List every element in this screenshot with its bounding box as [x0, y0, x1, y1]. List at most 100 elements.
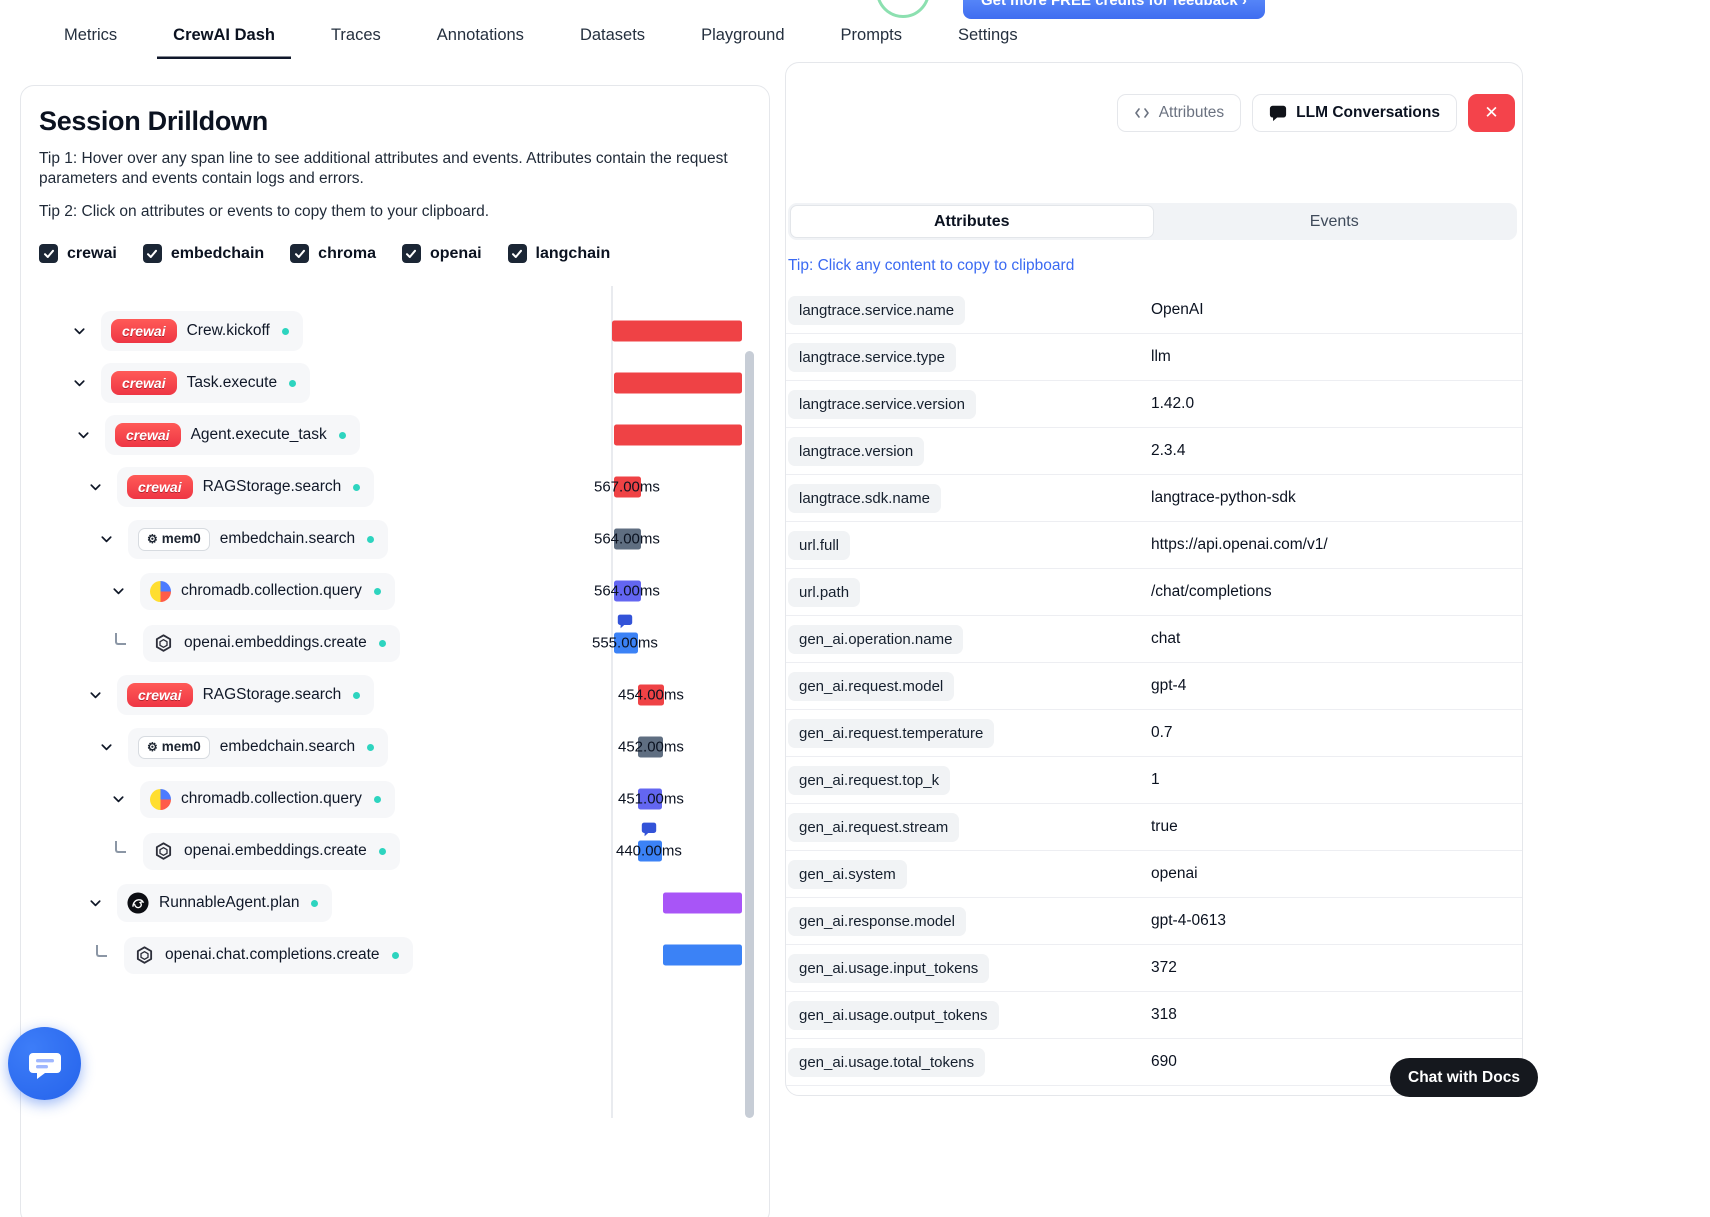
panel-tab-events[interactable]: Events: [1309, 212, 1359, 230]
span-row-openai-chat-completions-create[interactable]: openai.chat.completions.create: [21, 933, 769, 977]
span-pill[interactable]: crewai RAGStorage.search: [117, 675, 375, 716]
attribute-key[interactable]: gen_ai.usage.input_tokens: [788, 953, 990, 983]
attribute-value[interactable]: 318: [1151, 1006, 1177, 1023]
chevron-down-icon[interactable]: [75, 427, 91, 443]
attribute-key[interactable]: langtrace.service.type: [788, 342, 956, 372]
chevron-down-icon[interactable]: [71, 375, 87, 391]
tab-metrics[interactable]: Metrics: [64, 26, 118, 44]
span-row-embedchain-search[interactable]: ⚙ mem0 embedchain.search 452.00ms: [21, 725, 769, 769]
attribute-value[interactable]: gpt-4: [1151, 677, 1187, 694]
chevron-down-icon[interactable]: [87, 687, 103, 703]
attribute-key[interactable]: gen_ai.usage.output_tokens: [788, 1000, 999, 1030]
checkbox-checked-icon[interactable]: [290, 244, 310, 264]
attribute-key[interactable]: gen_ai.request.stream: [788, 812, 960, 842]
span-row-chromadb-collection-query[interactable]: chromadb.collection.query 451.00ms: [21, 777, 769, 821]
panel-tab-attributes[interactable]: Attributes: [790, 205, 1154, 238]
attribute-value[interactable]: openai: [1151, 865, 1198, 882]
attribute-value[interactable]: true: [1151, 818, 1178, 835]
span-timeline-bar[interactable]: [614, 580, 641, 602]
free-credits-button[interactable]: Get more FREE credits for feedback ›: [963, 0, 1265, 19]
filter-langchain[interactable]: langchain: [507, 244, 610, 264]
span-row-ragstorage-search[interactable]: crewai RAGStorage.search 454.00ms: [21, 673, 769, 717]
chat-with-docs-button[interactable]: Chat with Docs: [1390, 1058, 1538, 1097]
attribute-value[interactable]: https://api.openai.com/v1/: [1151, 536, 1328, 553]
span-pill[interactable]: openai.embeddings.create: [143, 624, 400, 662]
avatar[interactable]: [876, 0, 930, 18]
span-timeline-bar[interactable]: [638, 840, 662, 862]
chevron-down-icon[interactable]: [110, 583, 126, 599]
span-row-embedchain-search[interactable]: ⚙ mem0 embedchain.search 564.00ms: [21, 517, 769, 561]
span-timeline-bar[interactable]: [638, 736, 663, 758]
attribute-key[interactable]: gen_ai.response.model: [788, 906, 966, 936]
span-timeline-bar[interactable]: [614, 632, 638, 654]
filter-embedchain[interactable]: embedchain: [142, 244, 264, 264]
attribute-key[interactable]: gen_ai.request.temperature: [788, 718, 995, 748]
attribute-value[interactable]: 1: [1151, 771, 1160, 788]
tab-prompts[interactable]: Prompts: [840, 26, 902, 44]
attributes-view-button[interactable]: Attributes: [1116, 94, 1242, 132]
attribute-value[interactable]: gpt-4-0613: [1151, 912, 1226, 929]
tab-settings[interactable]: Settings: [957, 26, 1018, 44]
span-row-agent-execute-task[interactable]: crewai Agent.execute_task: [21, 413, 769, 457]
checkbox-checked-icon[interactable]: [401, 244, 421, 264]
chevron-down-icon[interactable]: [110, 791, 126, 807]
span-row-chromadb-collection-query[interactable]: chromadb.collection.query 564.00ms: [21, 569, 769, 613]
chevron-down-icon[interactable]: [98, 739, 114, 755]
chevron-down-icon[interactable]: [98, 531, 114, 547]
attribute-key[interactable]: gen_ai.system: [788, 859, 907, 889]
tab-datasets[interactable]: Datasets: [579, 26, 646, 44]
span-timeline-bar[interactable]: [614, 528, 641, 550]
checkbox-checked-icon[interactable]: [142, 244, 162, 264]
chevron-down-icon[interactable]: [87, 895, 103, 911]
checkbox-checked-icon[interactable]: [507, 244, 527, 264]
attribute-key[interactable]: gen_ai.operation.name: [788, 624, 964, 654]
span-row-ragstorage-search[interactable]: crewai RAGStorage.search 567.00ms: [21, 465, 769, 509]
span-row-task-execute[interactable]: crewai Task.execute: [21, 361, 769, 405]
tab-annotations[interactable]: Annotations: [436, 26, 524, 44]
attribute-key[interactable]: url.full: [788, 530, 851, 560]
attribute-key[interactable]: gen_ai.request.model: [788, 671, 955, 701]
tab-crewai-dash[interactable]: CrewAI Dash: [157, 26, 291, 59]
attribute-key[interactable]: gen_ai.request.top_k: [788, 765, 951, 795]
attribute-value[interactable]: 1.42.0: [1151, 395, 1195, 412]
attribute-key[interactable]: langtrace.service.name: [788, 295, 966, 325]
attribute-value[interactable]: OpenAI: [1151, 301, 1204, 318]
span-pill[interactable]: openai.embeddings.create: [143, 832, 400, 870]
span-pill[interactable]: chromadb.collection.query: [140, 780, 395, 818]
attribute-key[interactable]: langtrace.sdk.name: [788, 483, 941, 513]
span-row-openai-embeddings-create[interactable]: openai.embeddings.create 555.00ms: [21, 614, 769, 665]
span-row-runnableagent-plan[interactable]: RunnableAgent.plan: [21, 881, 769, 925]
span-timeline-bar[interactable]: [638, 788, 662, 810]
tab-playground[interactable]: Playground: [701, 26, 785, 44]
span-pill[interactable]: chromadb.collection.query: [140, 572, 395, 610]
filter-openai[interactable]: openai: [401, 244, 482, 264]
attribute-key[interactable]: gen_ai.usage.total_tokens: [788, 1047, 986, 1077]
span-pill[interactable]: ⚙ mem0 embedchain.search: [128, 519, 389, 559]
span-timeline-bar[interactable]: [663, 892, 742, 914]
attribute-key[interactable]: langtrace.service.version: [788, 389, 976, 419]
span-pill[interactable]: ⚙ mem0 embedchain.search: [128, 727, 389, 767]
span-timeline-bar[interactable]: [612, 320, 742, 342]
span-row-openai-embeddings-create[interactable]: openai.embeddings.create 440.00ms: [21, 822, 769, 873]
span-timeline-bar[interactable]: [614, 372, 742, 394]
span-row-crew-kickoff[interactable]: crewai Crew.kickoff: [21, 309, 769, 353]
span-pill[interactable]: openai.chat.completions.create: [124, 936, 413, 974]
span-pill[interactable]: crewai RAGStorage.search: [117, 467, 375, 508]
span-pill[interactable]: crewai Agent.execute_task: [105, 415, 360, 456]
span-timeline-bar[interactable]: [614, 476, 641, 498]
attribute-value[interactable]: 372: [1151, 959, 1177, 976]
filter-crewai[interactable]: crewai: [39, 244, 117, 264]
close-button[interactable]: ✕: [1468, 94, 1515, 132]
checkbox-checked-icon[interactable]: [39, 244, 58, 264]
chat-widget-launcher[interactable]: [8, 1027, 81, 1100]
attribute-value[interactable]: 690: [1151, 1053, 1177, 1070]
attribute-key[interactable]: langtrace.version: [788, 436, 925, 466]
llm-conversations-button[interactable]: LLM Conversations: [1252, 94, 1457, 132]
span-pill[interactable]: crewai Crew.kickoff: [101, 311, 303, 352]
attribute-value[interactable]: 2.3.4: [1151, 442, 1186, 459]
tab-traces[interactable]: Traces: [330, 26, 381, 44]
span-timeline-bar[interactable]: [638, 684, 664, 706]
attribute-value[interactable]: llm: [1151, 348, 1171, 365]
attribute-value[interactable]: 0.7: [1151, 724, 1173, 741]
span-pill[interactable]: RunnableAgent.plan: [117, 884, 333, 923]
